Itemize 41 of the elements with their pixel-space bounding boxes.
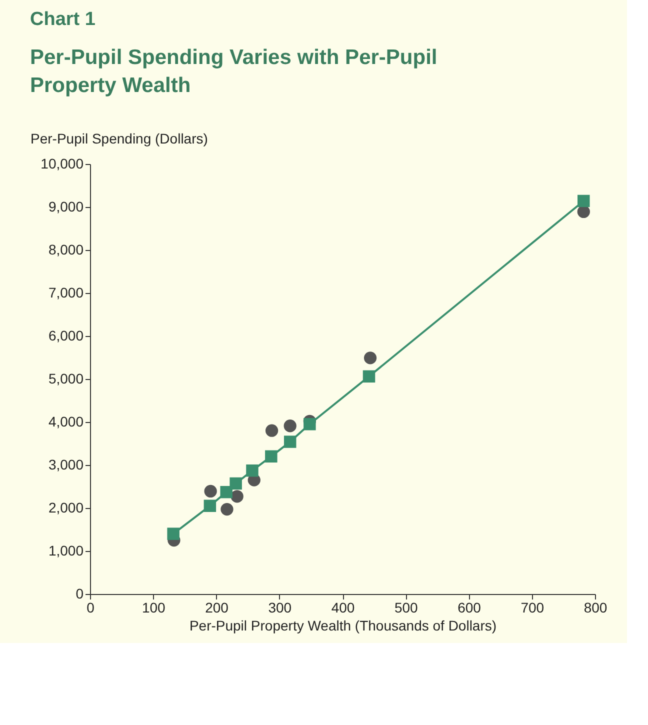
y-tick-label: 7,000 xyxy=(48,284,84,300)
point xyxy=(362,370,376,383)
y-tick-label: 1,000 xyxy=(48,542,84,558)
point xyxy=(265,450,278,463)
y-tick-label: 3,000 xyxy=(48,456,84,472)
x-tick-label: 500 xyxy=(394,600,418,616)
y-tick-label: 6,000 xyxy=(48,328,84,344)
y-tick-label: 2,000 xyxy=(48,500,84,516)
point xyxy=(230,477,242,490)
point xyxy=(204,500,216,512)
x-axis-title: Per-Pupil Property Wealth (Thousands of Dollars) xyxy=(189,618,497,634)
point xyxy=(304,418,316,430)
point xyxy=(284,436,296,448)
x-tick-label: 0 xyxy=(86,600,95,616)
point xyxy=(220,502,234,516)
x-tick-label: 400 xyxy=(331,600,355,616)
point xyxy=(364,352,377,364)
point xyxy=(230,490,244,503)
x-tick-label: 300 xyxy=(268,600,292,616)
x-tick-label: 800 xyxy=(584,600,608,616)
x-tick-label: 700 xyxy=(520,600,544,616)
x-tick-label: 200 xyxy=(205,600,229,616)
point xyxy=(167,528,180,540)
point xyxy=(578,194,590,208)
point xyxy=(220,486,232,498)
point xyxy=(577,205,590,218)
point xyxy=(265,424,278,437)
y-tick-label: 0 xyxy=(76,586,84,602)
chart-subtitle: Per-Pupil Spending Varies with Per-Pupil Property Wealth xyxy=(30,46,438,97)
y-tick-label: 10,000 xyxy=(40,156,84,172)
point xyxy=(246,464,258,477)
y-tick-label: 9,000 xyxy=(48,198,84,214)
point xyxy=(204,484,217,498)
x-tick-label: 600 xyxy=(458,600,482,616)
y-tick-label: 4,000 xyxy=(48,414,84,430)
y-tick-label: 5,000 xyxy=(48,370,84,386)
x-tick-label: 100 xyxy=(142,600,166,616)
chart-title: Chart 1 xyxy=(30,9,96,30)
y-axis-title: Per-Pupil Spending (Dollars) xyxy=(30,130,208,146)
point xyxy=(284,420,296,432)
y-tick-label: 8,000 xyxy=(48,242,84,258)
